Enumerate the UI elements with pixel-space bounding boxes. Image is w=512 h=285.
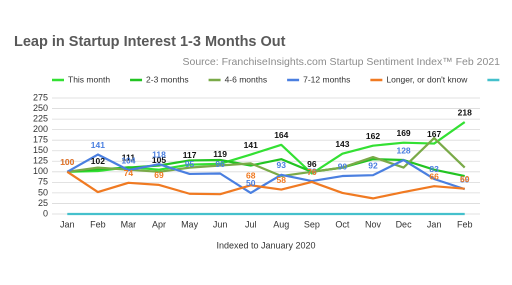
legend-label: This month [68,74,110,84]
legend-label: 7-12 months [303,74,350,84]
data-label: 90 [338,161,348,171]
data-label: 141 [244,140,258,150]
data-label: 96 [307,159,317,169]
x-tick-label: Oct [335,219,350,229]
y-tick-label: 75 [38,177,48,187]
data-label: 76 [307,167,317,177]
data-label: 69 [154,170,164,180]
data-label: 93 [277,160,287,170]
x-tick-label: Mar [121,219,137,229]
data-label: 100 [60,157,74,167]
data-label: 78 [307,166,317,176]
data-label: 58 [277,175,287,185]
data-label: 92 [368,160,378,170]
x-tick-label: Jan [427,219,442,229]
legend-label: 4-6 months [225,74,268,84]
series-line [66,153,466,195]
data-label: 60 [460,174,470,184]
data-label: 68 [246,171,256,181]
data-label: 167 [427,129,441,139]
data-label: 119 [213,149,227,159]
x-tick-label: Nov [365,219,382,229]
series-line [66,170,465,200]
data-label: 95 [185,159,195,169]
y-tick-label: 25 [38,198,48,208]
data-label: 102 [91,156,105,166]
series-line [67,158,465,178]
y-tick-label: 200 [33,124,48,134]
data-label: 83 [429,164,439,174]
x-tick-label: Feb [90,219,106,229]
data-label: 105 [152,155,166,165]
y-tick-label: 250 [33,103,48,113]
x-tick-label: Jan [60,219,75,229]
data-label: 66 [429,171,439,181]
data-label: 100 [60,157,74,167]
x-tick-label: Jul [245,219,257,229]
data-label: 96 [215,159,225,169]
y-tick-label: 275 [33,92,48,102]
y-tick-label: 100 [33,166,48,176]
data-label: 143 [335,139,349,149]
data-label: 128 [396,145,410,155]
y-tick-label: 175 [33,135,48,145]
data-label: 74 [124,168,134,178]
x-tick-label: Aug [273,219,289,229]
x-tick-label: May [181,219,199,229]
data-label: 169 [396,128,410,138]
legend-label: 2-3 months [146,74,189,84]
data-label: 111 [122,152,136,162]
y-tick-label: 150 [33,145,48,155]
data-label: 162 [366,131,380,141]
chart-title: Leap in Startup Interest 1-3 Months Out [14,34,286,50]
data-label: 59 [460,174,470,184]
data-label: 141 [91,140,105,150]
y-tick-label: 0 [43,208,48,218]
data-label: 164 [274,130,288,140]
y-tick-label: 225 [33,113,48,123]
data-label: 218 [458,107,472,117]
y-tick-label: 50 [38,187,48,197]
x-tick-label: Dec [396,219,413,229]
data-label: 50 [246,178,256,188]
x-tick-label: Apr [152,219,166,229]
x-axis-label: Indexed to January 2020 [216,240,315,250]
y-tick-label: 125 [33,156,48,166]
x-tick-label: Sep [304,219,320,229]
data-label: 118 [152,149,166,159]
x-tick-label: Feb [457,219,473,229]
chart-subtitle: Source: FranchiseInsights.com Startup Se… [183,56,501,68]
legend-label: Longer, or don't know [386,74,468,84]
x-tick-label: Jun [213,219,228,229]
data-label: 117 [183,150,197,160]
data-label: 104 [121,155,135,165]
